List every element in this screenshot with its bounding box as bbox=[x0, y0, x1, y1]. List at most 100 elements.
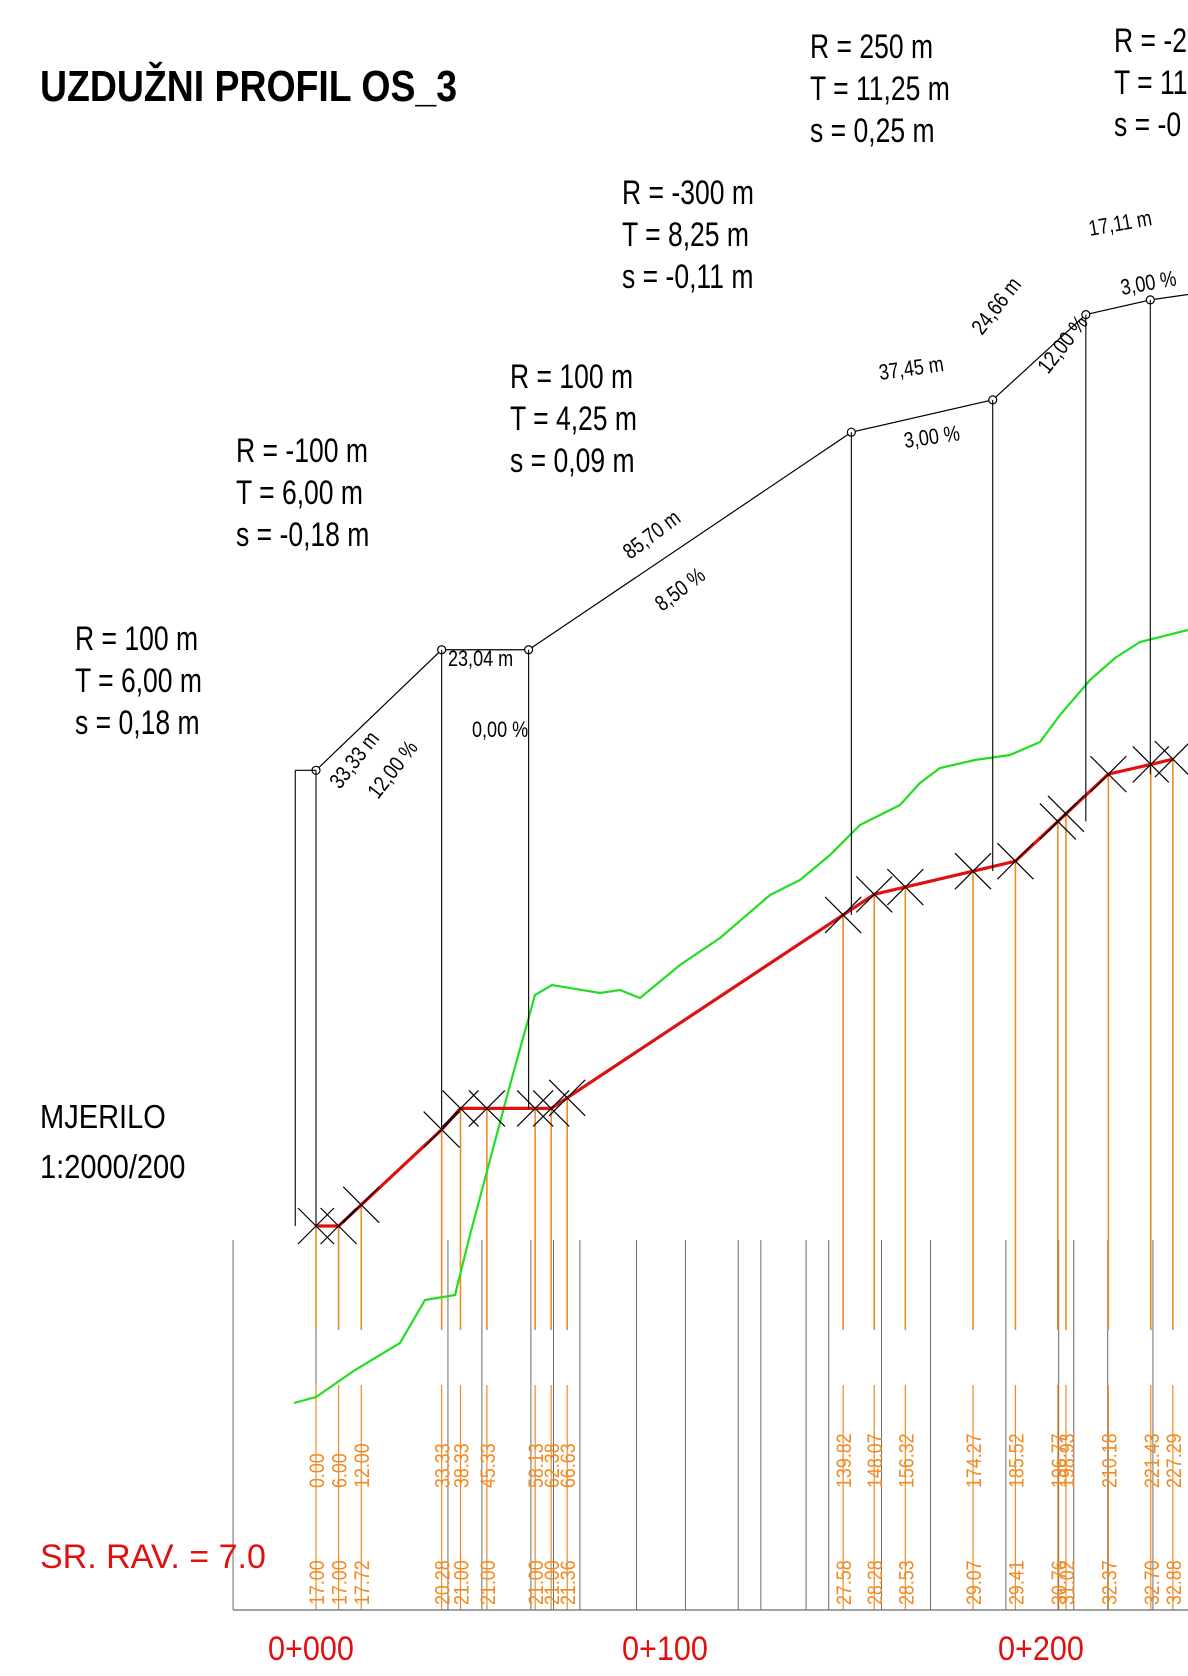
scale-label: MJERILO bbox=[40, 1098, 166, 1135]
segment-grade-4: 12,00 % bbox=[1033, 311, 1093, 378]
station-value-17: 221.43 bbox=[1140, 1433, 1164, 1488]
curve-6-sagitta: s = -0 bbox=[1114, 106, 1182, 144]
segment-grade-2: 8,50 % bbox=[651, 563, 710, 616]
elevation-value-14: 30.76 bbox=[1048, 1560, 1072, 1605]
elevation-value-10: 28.28 bbox=[864, 1560, 888, 1605]
curve-1-sagitta: s = 0,18 m bbox=[75, 704, 200, 742]
tangent-marker-2 bbox=[342, 1186, 380, 1224]
station-value-7: 62.38 bbox=[541, 1443, 565, 1488]
tangent-marker-13 bbox=[996, 842, 1034, 880]
elevation-value-11: 28.53 bbox=[895, 1560, 919, 1605]
chainage-label-0: 0+000 bbox=[268, 1630, 354, 1668]
average-level-label: SR. RAV. = 7.0 bbox=[40, 1538, 266, 1576]
station-value-2: 12.00 bbox=[351, 1443, 375, 1488]
curve-4-radius: R = -300 m bbox=[622, 174, 754, 212]
segment-grade-5: 3,00 % bbox=[1119, 267, 1179, 300]
scale-value: 1:2000/200 bbox=[40, 1148, 186, 1185]
elevation-value-15: 31.02 bbox=[1056, 1560, 1080, 1605]
curve-4-params: R = -300 m T = 8,25 m s = -0,11 m bbox=[622, 172, 754, 298]
station-value-5: 45.33 bbox=[477, 1443, 501, 1488]
tangent-marker-9 bbox=[824, 896, 862, 934]
page-title: UZDUŽNI PROFIL OS_3 bbox=[40, 62, 457, 111]
elevation-value-9: 27.58 bbox=[833, 1560, 857, 1605]
tangent-polygon bbox=[294, 293, 1188, 1226]
tangent-marker-8 bbox=[548, 1079, 586, 1117]
station-value-14: 196.77 bbox=[1048, 1433, 1072, 1488]
station-value-18: 227.29 bbox=[1163, 1433, 1187, 1488]
elevation-value-3: 20.28 bbox=[431, 1560, 455, 1605]
station-value-12: 174.27 bbox=[963, 1433, 987, 1488]
curve-3-params: R = 100 m T = 4,25 m s = 0,09 m bbox=[510, 356, 637, 482]
station-value-13: 185.52 bbox=[1005, 1433, 1029, 1488]
tangent-marker-12 bbox=[954, 852, 992, 890]
curve-6-tangent: T = 11 bbox=[1114, 64, 1188, 102]
elevation-value-4: 21.00 bbox=[450, 1560, 474, 1605]
curve-2-sagitta: s = -0,18 m bbox=[236, 516, 370, 554]
tangent-marker-5 bbox=[468, 1089, 506, 1127]
tangent-marker-11 bbox=[886, 868, 924, 906]
elevation-value-13: 29.41 bbox=[1005, 1560, 1029, 1605]
curve-2-tangent: T = 6,00 m bbox=[236, 474, 364, 512]
curve-1-tangent: T = 6,00 m bbox=[75, 662, 203, 700]
tangent-marker-16 bbox=[1089, 755, 1127, 793]
curve-6-radius: R = -2 bbox=[1114, 22, 1187, 60]
elevation-value-7: 21.00 bbox=[541, 1560, 565, 1605]
elevation-value-18: 32.88 bbox=[1163, 1560, 1187, 1605]
station-value-10: 148.07 bbox=[864, 1433, 888, 1488]
curve-5-tangent: T = 11,25 m bbox=[810, 70, 950, 108]
station-value-15: 198.93 bbox=[1056, 1433, 1080, 1488]
elevation-value-6: 21.00 bbox=[525, 1560, 549, 1605]
curve-1-radius: R = 100 m bbox=[75, 620, 199, 658]
segment-length-5: 17,11 m bbox=[1087, 207, 1154, 242]
terrain-grid-lines bbox=[232, 1240, 1154, 1610]
tangent-marker-10 bbox=[855, 875, 893, 913]
tangent-marker-1 bbox=[320, 1207, 358, 1245]
station-value-16: 210.18 bbox=[1098, 1433, 1122, 1488]
scale-block: MJERILO 1:2000/200 bbox=[40, 1092, 185, 1192]
segment-length-1: 23,04 m bbox=[448, 647, 513, 671]
elevation-value-16: 32.37 bbox=[1098, 1560, 1122, 1605]
curve-5-sagitta: s = 0,25 m bbox=[810, 112, 935, 150]
station-table: 0.00 17.00 6.00 17.00 12.00 17.72 33.33 20.28 38… bbox=[306, 1433, 1187, 1605]
elevation-value-1: 17.00 bbox=[328, 1560, 352, 1605]
elevation-value-0: 17.00 bbox=[306, 1560, 330, 1605]
tangent-point-markers bbox=[297, 740, 1188, 1245]
tangent-marker-15 bbox=[1047, 795, 1085, 833]
elevation-value-5: 21.00 bbox=[477, 1560, 501, 1605]
curve-3-radius: R = 100 m bbox=[510, 358, 634, 396]
station-lines bbox=[233, 759, 1188, 1611]
design-grade-line bbox=[316, 757, 1174, 1228]
station-value-4: 38.33 bbox=[450, 1443, 474, 1488]
tangent-marker-7 bbox=[532, 1089, 570, 1127]
curve-2-radius: R = -100 m bbox=[236, 432, 368, 470]
elevation-value-12: 29.07 bbox=[963, 1560, 987, 1605]
curve-4-tangent: T = 8,25 m bbox=[622, 216, 750, 254]
elevation-value-2: 17.72 bbox=[351, 1560, 375, 1605]
station-value-3: 33.33 bbox=[431, 1443, 455, 1488]
segment-length-4: 24,66 m bbox=[967, 273, 1026, 339]
station-value-1: 6.00 bbox=[328, 1453, 352, 1488]
curve-4-sagitta: s = -0,11 m bbox=[622, 258, 754, 296]
station-value-6: 58.13 bbox=[525, 1443, 549, 1488]
tangent-marker-18 bbox=[1154, 740, 1188, 778]
curve-3-tangent: T = 4,25 m bbox=[510, 400, 638, 438]
curve-1-params: R = 100 m T = 6,00 m s = 0,18 m bbox=[75, 618, 202, 744]
elevation-value-8: 21.36 bbox=[557, 1560, 581, 1605]
segment-length-2: 85,70 m bbox=[619, 506, 686, 564]
curve-5-params: R = 250 m T = 11,25 m s = 0,25 m bbox=[810, 26, 950, 152]
segment-length-3: 37,45 m bbox=[877, 353, 945, 386]
chainage-label-100: 0+100 bbox=[622, 1630, 708, 1668]
elevation-value-17: 32.70 bbox=[1140, 1560, 1164, 1605]
station-value-8: 66.63 bbox=[557, 1443, 581, 1488]
station-value-9: 139.82 bbox=[833, 1433, 857, 1488]
curve-3-sagitta: s = 0,09 m bbox=[510, 442, 635, 480]
curve-6-params: R = -2 T = 11 s = -0 bbox=[1114, 20, 1187, 146]
tangent-marker-6 bbox=[516, 1089, 554, 1127]
segment-grade-1: 0,00 % bbox=[472, 718, 528, 742]
curve-5-radius: R = 250 m bbox=[810, 28, 934, 66]
segment-grade-3: 3,00 % bbox=[902, 422, 961, 454]
tangent-marker-4 bbox=[442, 1089, 479, 1127]
chainage-label-200: 0+200 bbox=[998, 1630, 1084, 1668]
terrain-line bbox=[293, 628, 1188, 1405]
